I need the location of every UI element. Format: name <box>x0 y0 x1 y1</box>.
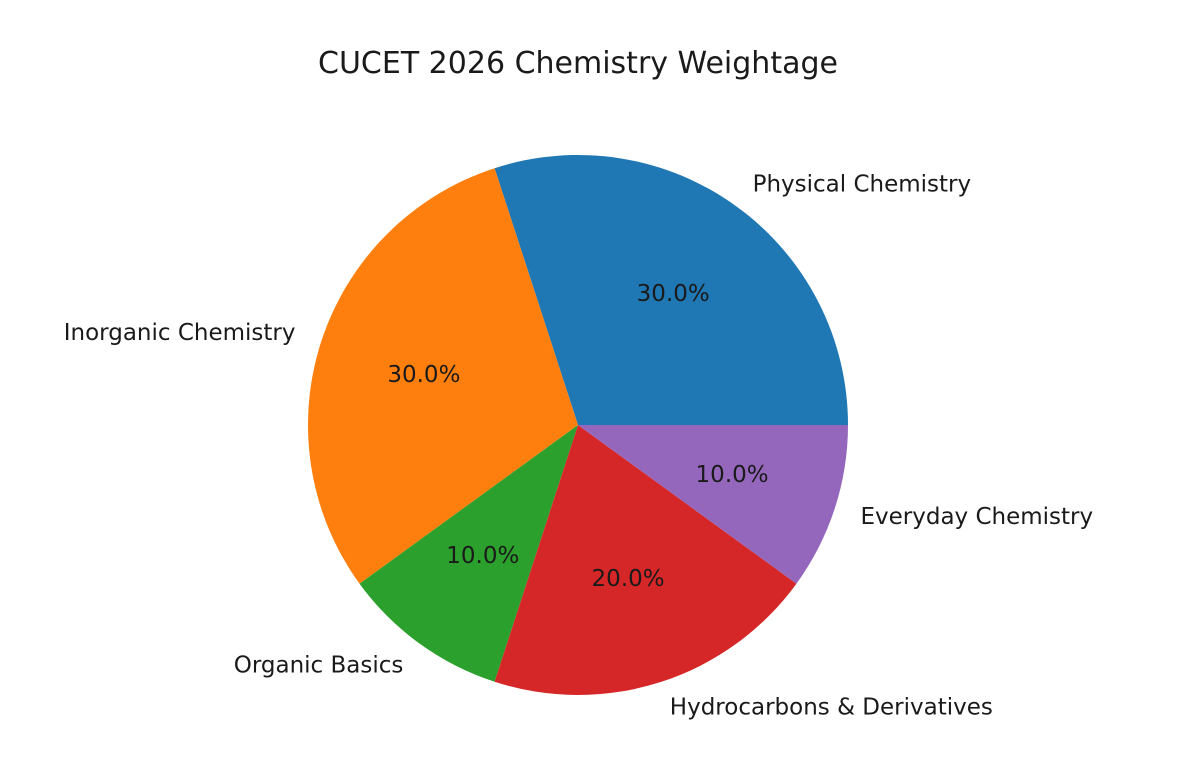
slice-percent-organic-basics: 10.0% <box>446 543 519 569</box>
slice-label-hydrocarbons-and-derivatives: Hydrocarbons & Derivatives <box>670 695 993 721</box>
pie-slice-organic-basics <box>359 425 578 682</box>
slice-label-everyday-chemistry: Everyday Chemistry <box>861 504 1094 530</box>
pie-slice-inorganic-chemistry <box>308 168 578 584</box>
slice-percent-everyday-chemistry: 10.0% <box>696 462 769 488</box>
pie-slice-hydrocarbons-and-derivatives <box>494 425 797 696</box>
slice-label-physical-chemistry: Physical Chemistry <box>753 172 972 198</box>
slice-label-organic-basics: Organic Basics <box>234 652 404 678</box>
pie-slices <box>308 154 848 696</box>
slice-label-inorganic-chemistry: Inorganic Chemistry <box>64 320 296 346</box>
pie-slice-everyday-chemistry <box>578 425 848 584</box>
pie-slice-physical-chemistry <box>494 154 848 426</box>
slice-percent-inorganic-chemistry: 30.0% <box>387 362 460 388</box>
slice-percent-physical-chemistry: 30.0% <box>637 281 710 307</box>
pie-labels: Physical Chemistry 30.0% Inorganic Chemist… <box>64 172 1093 721</box>
slice-percent-hydrocarbons-and-derivatives: 20.0% <box>592 566 665 592</box>
chart-title: CUCET 2026 Chemistry Weightage <box>318 46 838 81</box>
